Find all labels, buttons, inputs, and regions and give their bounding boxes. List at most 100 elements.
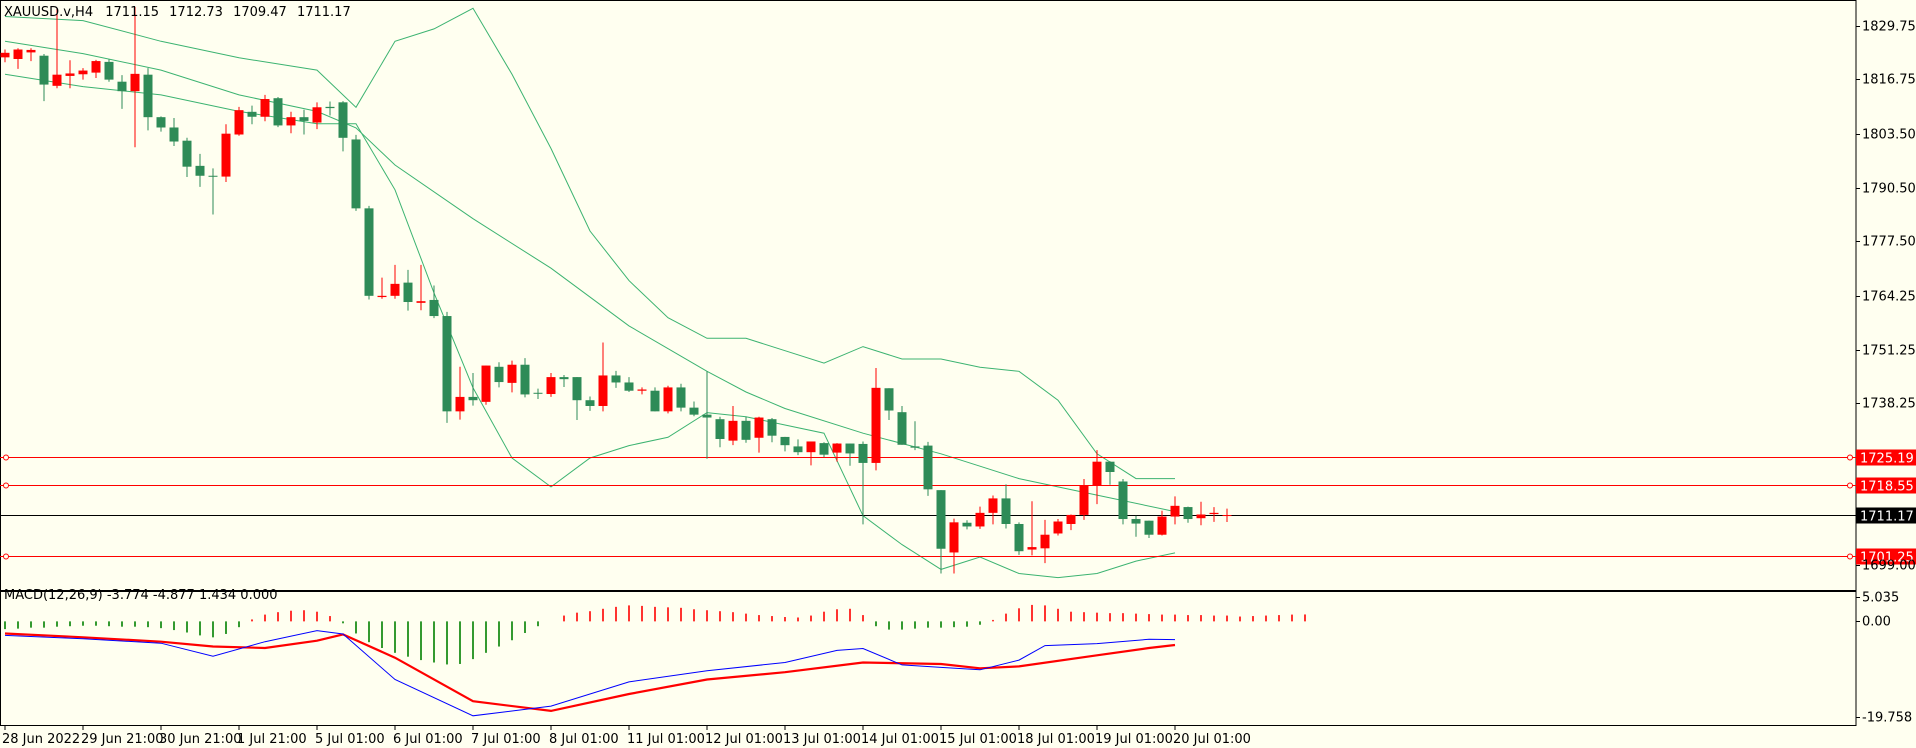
horizontal-levels[interactable]: 1725.19 1718.55 1701.25 1711.17: [0, 449, 1916, 566]
candle: [780, 436, 790, 452]
time-tick-label: 28 Jun 2022: [2, 732, 80, 747]
time-tick-label: 19 Jul 01:00: [1095, 732, 1173, 747]
candle-body: [13, 49, 23, 59]
candle-body: [221, 133, 231, 177]
price-tick-label: 1738.25: [1862, 397, 1916, 412]
candle-body: [949, 522, 959, 553]
candle: [1196, 501, 1206, 526]
candle-body: [1157, 516, 1167, 535]
level-0-tag: [1856, 449, 1916, 466]
macd-tick-label: 5.035: [1862, 591, 1899, 606]
candle-body: [767, 419, 777, 436]
candle-body: [871, 387, 881, 463]
candle: [91, 59, 101, 78]
candle-body: [117, 81, 127, 92]
candle-body: [689, 407, 699, 415]
candle: [741, 416, 751, 443]
candle-body: [507, 364, 517, 383]
candle-body: [1027, 547, 1037, 550]
candle-body: [611, 375, 621, 383]
candle: [715, 416, 725, 448]
candle-body: [390, 283, 400, 296]
candle-body: [234, 110, 244, 135]
level-2-tag: [1856, 548, 1916, 565]
candle-body: [572, 377, 582, 401]
candle: [702, 371, 712, 459]
candle: [1014, 522, 1024, 555]
symbol-header: XAUUSD.v,H4 1711.15 1712.73 1709.47 1711…: [4, 5, 351, 20]
time-tick-label: 15 Jul 01:00: [939, 732, 1017, 747]
candle: [975, 506, 985, 529]
candle: [39, 54, 49, 102]
symbol-label: XAUUSD.v,H4: [4, 5, 93, 20]
candle: [1053, 519, 1063, 536]
candle: [949, 518, 959, 574]
candle-body: [1209, 512, 1219, 515]
candle: [208, 168, 218, 215]
price-axis[interactable]: 1829.75 1816.75 1803.50 1790.50 1777.50 1764.…: [1856, 20, 1916, 574]
price-tick-label: 1790.50: [1862, 182, 1916, 197]
bollinger-middle: [4, 40, 1176, 513]
time-tick-label: 13 Jul 01:00: [783, 732, 861, 747]
level-0-anchor: [3, 454, 9, 461]
candle-body: [169, 127, 179, 142]
candle: [0, 49, 10, 63]
macd-tick-label: -19.758: [1862, 711, 1912, 726]
candle: [130, 7, 140, 148]
candle: [559, 375, 569, 388]
candle: [546, 372, 556, 397]
candle: [871, 368, 881, 471]
candle: [468, 372, 478, 406]
candle-body: [624, 382, 634, 391]
candle: [1079, 479, 1089, 520]
price-tick-label: 1764.25: [1862, 290, 1916, 305]
candle: [1105, 461, 1115, 485]
candle-body: [247, 111, 257, 117]
candle-body: [1144, 520, 1154, 535]
time-tick-label: 11 Jul 01:00: [627, 732, 705, 747]
candle-body: [1170, 505, 1180, 517]
candle: [26, 48, 36, 62]
price-pane-frame: [0, 0, 1857, 591]
candle: [247, 105, 257, 125]
macd-lines: [4, 630, 1176, 717]
candle: [507, 360, 517, 393]
time-tick-label: 5 Jul 01:00: [315, 732, 385, 747]
candle-body: [1092, 461, 1102, 486]
candle-body: [1183, 507, 1193, 520]
ohlc-open: 1711.15: [105, 5, 159, 20]
candle: [897, 405, 907, 445]
candle-body: [1222, 515, 1232, 517]
macd-axis[interactable]: 5.035 0.00 -19.758: [1856, 591, 1912, 726]
candle: [1118, 479, 1128, 525]
candle-body: [481, 365, 491, 402]
candle-body: [884, 388, 894, 411]
candle-body: [455, 396, 465, 412]
candle: [767, 417, 777, 443]
price-tick-label: 1829.75: [1862, 20, 1916, 35]
macd-main-line: [4, 630, 1176, 717]
price-pane[interactable]: 1725.19 1718.55 1701.25 1711.17 1829.75 1816…: [0, 0, 1916, 591]
candle-body: [845, 443, 855, 454]
candle: [1183, 506, 1193, 523]
candle-body: [637, 389, 647, 391]
price-tick-label: 1777.50: [1862, 235, 1916, 250]
candle-body: [442, 316, 452, 412]
candle-body: [26, 49, 36, 53]
time-tick-label: 18 Jul 01:00: [1017, 732, 1095, 747]
time-tick-label: 14 Jul 01:00: [861, 732, 939, 747]
candle-body: [1105, 461, 1115, 472]
candle-body: [793, 446, 803, 453]
candle: [858, 441, 868, 525]
candle: [1157, 510, 1167, 536]
macd-pane[interactable]: 5.035 0.00 -19.758 MACD(12,26,9) -3.774 -4…: [0, 588, 1913, 726]
candle-body: [936, 490, 946, 549]
candle-body: [351, 139, 361, 209]
candle-body: [559, 377, 569, 380]
candle-body: [650, 390, 660, 412]
candle: [637, 387, 647, 395]
level-1-tag-text: 1718.55: [1860, 480, 1914, 495]
